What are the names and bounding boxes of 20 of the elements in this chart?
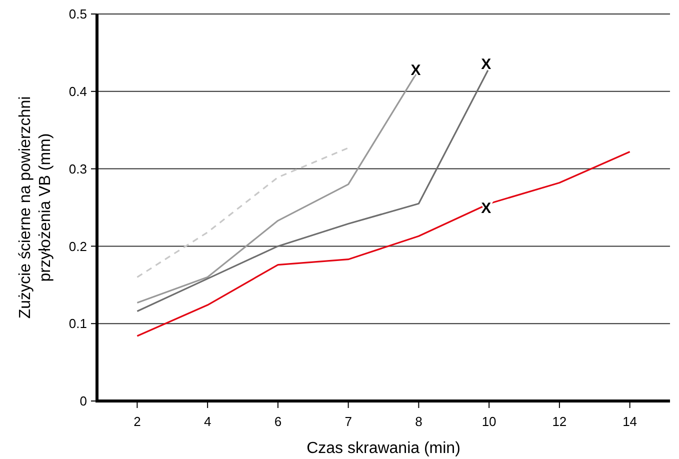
- x-tick-label: 6: [274, 414, 282, 429]
- x-axis-title: Czas skrawania (min): [306, 440, 460, 457]
- annotation: X: [481, 56, 492, 73]
- x-tick-label: 7: [344, 414, 352, 429]
- line-series: [136, 147, 350, 278]
- x-tick-label: 8: [415, 414, 422, 429]
- x-tick-label: 2: [134, 414, 141, 429]
- y-tick-label: 0.1: [68, 316, 87, 332]
- x-tick-label: 4: [204, 414, 212, 429]
- y-axis-title: Zużycie ścierne na powierzchni przyłożenia VB (mm): [17, 96, 54, 319]
- y-tick-label: 0.2: [68, 238, 87, 254]
- y-tick-label: 0.4: [68, 84, 87, 99]
- annotation: X: [410, 62, 421, 79]
- y-tick-label: 0.5: [68, 6, 87, 22]
- line-series: [136, 150, 631, 337]
- x-tick-label: 14: [622, 414, 638, 429]
- y-tick-label: 0: [80, 394, 87, 409]
- x-tick-label: 12: [552, 414, 567, 429]
- x-tick-label: 10: [482, 414, 496, 429]
- y-tick-label: 0.3: [68, 161, 87, 176]
